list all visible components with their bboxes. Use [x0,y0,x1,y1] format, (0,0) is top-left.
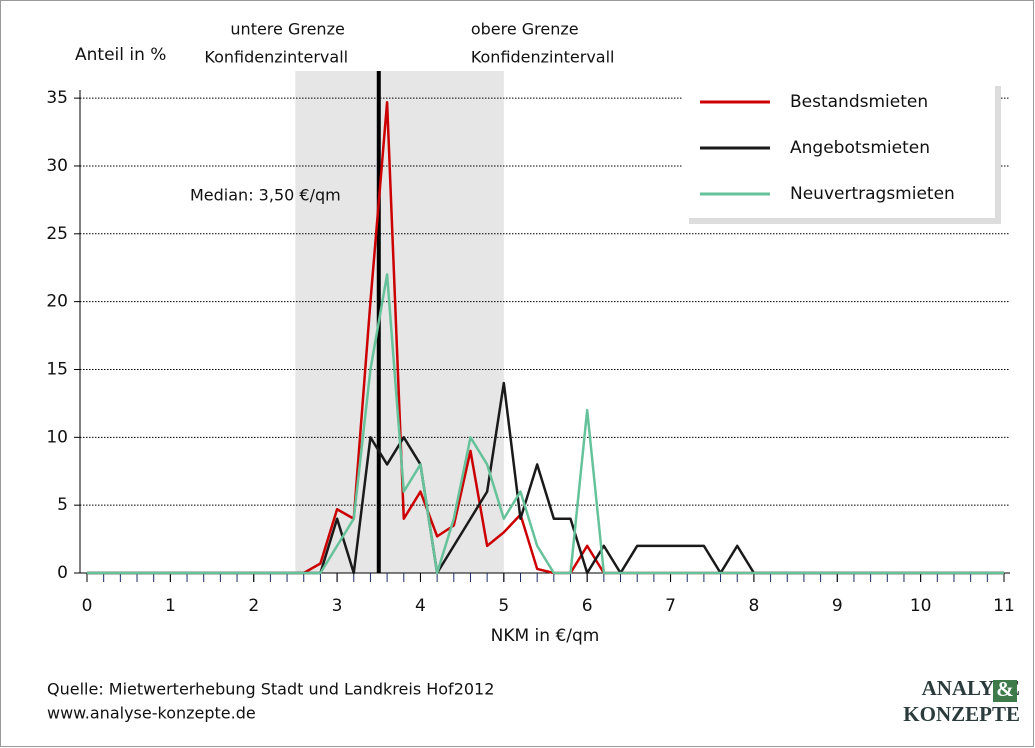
y-tick-label: 25 [46,224,68,244]
y-tick-label: 0 [57,563,68,583]
x-tick-label: 6 [582,596,593,616]
legend-label: Angebotsmieten [790,138,930,158]
confidence-label: Konfidenzintervall [471,48,615,67]
confidence-label: Konfidenzintervall [204,48,348,67]
x-tick-label: 4 [415,596,426,616]
x-tick-label: 7 [665,596,676,616]
x-tick-label: 9 [832,596,843,616]
y-axis-label: Anteil in % [75,45,166,65]
logo-text: & [996,677,1014,701]
x-axis-label: NKM in €/qm [491,626,600,646]
x-tick-label: 5 [498,596,509,616]
x-tick-label: 11 [993,596,1015,616]
x-tick-label: 1 [165,596,176,616]
logo-text: KONZEPTE [903,702,1020,726]
confidence-label: obere Grenze [471,20,579,39]
x-tick-label: 0 [82,596,93,616]
legend-label: Neuvertragsmieten [790,184,955,204]
median-label: Median: 3,50 €/qm [190,186,341,205]
series-line [87,273,1004,575]
x-tick-label: 2 [248,596,259,616]
y-tick-label: 10 [46,427,68,447]
y-tick-label: 35 [46,88,68,108]
x-tick-label: 3 [332,596,343,616]
y-tick-label: 20 [46,292,68,312]
source: Quelle: Mietwerterhebung Stadt und Landk… [47,680,494,699]
y-tick-label: 15 [46,359,68,379]
confidence-band [295,71,504,573]
legend-label: Bestandsmieten [790,92,928,112]
x-tick-label: 8 [748,596,759,616]
source: www.analyse-konzepte.de [47,704,256,723]
confidence-label: untere Grenze [230,20,344,39]
y-tick-label: 5 [57,495,68,515]
x-tick-label: 10 [910,596,932,616]
logo-box [993,680,1017,702]
y-tick-label: 30 [46,156,68,176]
